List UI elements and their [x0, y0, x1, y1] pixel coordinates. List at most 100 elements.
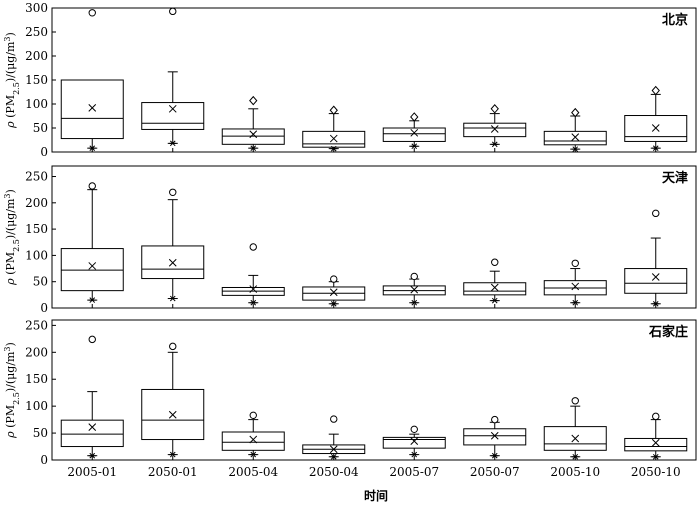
y-tick-label: 100: [25, 248, 48, 262]
x-tick-label: 2005-01: [67, 465, 117, 479]
panel-frame: [51, 7, 697, 153]
y-tick-label: 0: [40, 301, 48, 315]
low-extreme-marker: [330, 300, 338, 307]
low-extreme-marker: [249, 451, 257, 458]
y-tick-label: 50: [33, 275, 48, 289]
x-tick-label: 2005-10: [550, 465, 600, 479]
outlier-max-marker: [410, 112, 419, 122]
mean-marker: [88, 423, 97, 432]
x-tick-label: 2050-04: [309, 465, 359, 479]
low-extreme-marker: [88, 145, 96, 151]
outlier-max-marker: [410, 425, 418, 434]
outlier-max-marker: [491, 415, 499, 424]
panel-city-label: 天津: [662, 170, 688, 186]
box-iqr: [302, 130, 366, 148]
mean-marker: [410, 285, 419, 294]
x-tick-label: 2005-04: [228, 465, 278, 479]
low-extreme-marker: [491, 297, 499, 304]
box-iqr: [624, 437, 688, 452]
mean-marker: [410, 128, 419, 137]
outlier-max-marker: [88, 335, 96, 344]
panel-frame: [51, 319, 697, 461]
mean-marker: [651, 438, 660, 447]
mean-marker: [410, 437, 419, 446]
low-extreme-marker: [652, 300, 660, 307]
box-iqr: [60, 419, 124, 448]
mean-marker: [651, 273, 660, 281]
y-tick-label: 100: [25, 97, 48, 111]
panel-frame: [51, 165, 697, 309]
mean-marker: [571, 133, 580, 141]
mean-marker: [88, 103, 97, 112]
mean-marker: [168, 410, 177, 419]
box-iqr: [60, 79, 124, 140]
y-tick-label: 50: [33, 121, 48, 135]
y-axis-title: ρ (PM2.5)/(μg/m3): [3, 32, 21, 129]
low-extreme-marker: [88, 297, 96, 303]
low-extreme-marker: [652, 145, 660, 151]
outlier-max-marker: [88, 9, 96, 17]
box-iqr: [382, 436, 446, 449]
y-axis-title: ρ (PM2.5)/(μg/m3): [3, 189, 21, 286]
low-extreme-marker: [249, 299, 257, 306]
mean-marker: [490, 125, 499, 133]
outlier-max-marker: [491, 258, 499, 266]
low-extreme-marker: [169, 140, 177, 147]
low-extreme-marker: [330, 145, 338, 152]
y-axis-title: ρ (PM2.5)/(μg/m3): [3, 342, 21, 439]
low-extreme-marker: [410, 299, 418, 306]
outlier-max-marker: [249, 95, 258, 106]
y-tick-label: 250: [25, 170, 48, 184]
mean-marker: [168, 104, 177, 113]
outlier-max-marker: [571, 397, 579, 405]
low-extreme-marker: [571, 146, 579, 152]
y-tick-label: 150: [25, 372, 48, 386]
outlier-max-marker: [249, 411, 257, 420]
outlier-max-marker: [571, 259, 579, 267]
y-tick-label: 250: [25, 318, 48, 332]
box-iqr: [221, 431, 285, 451]
low-extreme-marker: [410, 451, 418, 458]
outlier-max-marker: [330, 275, 338, 283]
box-iqr: [60, 248, 124, 292]
box-iqr: [463, 122, 527, 138]
low-extreme-marker: [571, 299, 579, 306]
mean-marker: [168, 258, 177, 267]
y-tick-label: 300: [25, 1, 48, 15]
y-tick-label: 150: [25, 222, 48, 236]
mean-marker: [249, 285, 258, 293]
low-extreme-marker: [88, 452, 96, 459]
y-tick-label: 200: [25, 345, 48, 359]
box-iqr: [382, 127, 446, 142]
outlier-max-marker: [571, 107, 580, 118]
x-axis-title: 时间: [364, 488, 388, 503]
y-tick-label: 50: [33, 426, 48, 440]
outlier-max-marker: [169, 7, 177, 16]
low-extreme-marker: [491, 141, 499, 148]
outlier-max-marker: [652, 412, 660, 421]
mean-marker: [329, 134, 338, 143]
mean-marker: [490, 283, 499, 292]
box-iqr: [463, 428, 527, 446]
mean-marker: [88, 262, 97, 270]
outlier-max-marker: [651, 85, 660, 96]
box-iqr: [463, 282, 527, 296]
mean-marker: [571, 282, 580, 291]
mean-marker: [651, 124, 660, 132]
low-extreme-marker: [249, 145, 257, 151]
y-tick-label: 200: [25, 49, 48, 63]
outlier-max-marker: [652, 209, 660, 218]
outlier-max-marker: [169, 188, 177, 196]
low-extreme-marker: [491, 452, 499, 459]
low-extreme-marker: [169, 451, 177, 458]
mean-marker: [329, 288, 338, 297]
y-tick-label: 200: [25, 196, 48, 210]
low-extreme-marker: [652, 453, 660, 460]
low-extreme-marker: [330, 453, 338, 460]
box-iqr: [543, 130, 607, 146]
outlier-max-marker: [490, 104, 499, 114]
outlier-max-marker: [88, 182, 96, 190]
outlier-max-marker: [249, 243, 257, 251]
